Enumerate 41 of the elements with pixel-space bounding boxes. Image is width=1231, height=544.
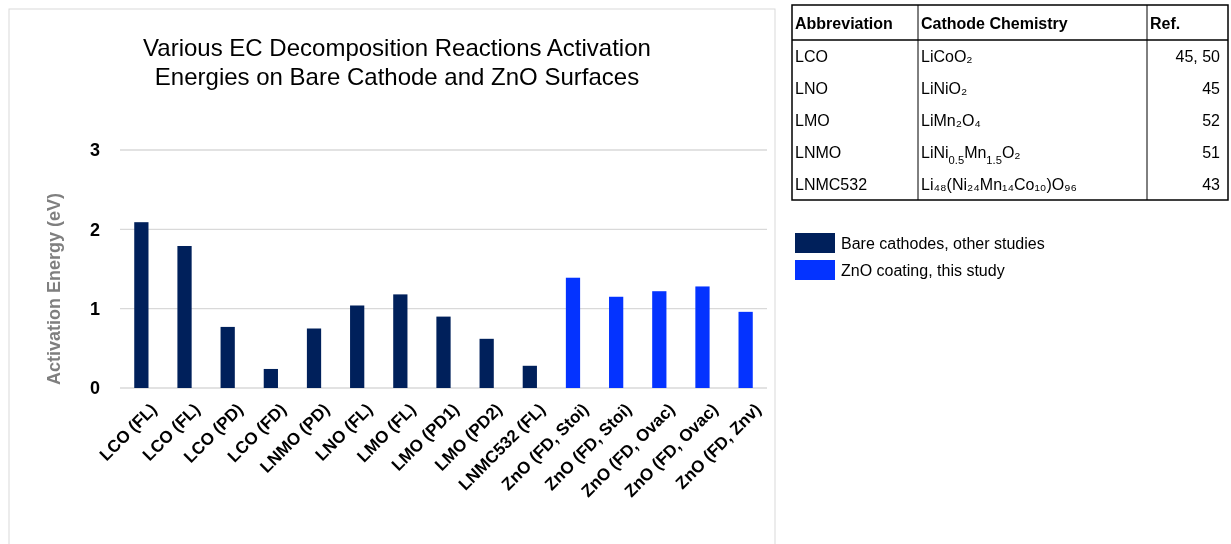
text: LNO xyxy=(795,79,828,97)
bar xyxy=(134,222,149,388)
legend-label: Bare cathodes, other studies xyxy=(841,235,1045,253)
bar xyxy=(522,365,537,388)
text: LiCoO₂ xyxy=(921,47,973,65)
text: 45, 50 xyxy=(1175,47,1221,65)
bar xyxy=(652,291,667,388)
category-label: Abbreviation xyxy=(795,15,893,33)
category-label: Ref. xyxy=(1150,15,1181,33)
text: 45 xyxy=(1202,79,1221,97)
bar xyxy=(393,294,408,388)
y-tick-label: 2 xyxy=(89,219,100,240)
bar xyxy=(609,296,624,388)
bar xyxy=(738,311,753,388)
text: LCO xyxy=(795,47,828,65)
bar xyxy=(695,286,710,388)
chart-title: Various EC Decomposition Reactions Activation Energies on Bare Cathode and ZnO Surfaces xyxy=(143,34,651,90)
text: LiNi$_{0.5}$Mn$_{1.5}$O₂ xyxy=(921,143,1021,166)
bar xyxy=(220,326,235,388)
bar xyxy=(306,328,322,388)
y-axis-title: Activation Energy (eV) xyxy=(44,192,64,386)
bar xyxy=(350,305,365,388)
bar xyxy=(436,316,451,388)
bar xyxy=(177,245,192,388)
bar xyxy=(479,338,494,388)
text: 51 xyxy=(1202,143,1221,161)
category-label: Cathode Chemistry xyxy=(921,15,1068,33)
y-tick-label: 1 xyxy=(89,298,100,319)
y-tick-label: 3 xyxy=(89,140,100,161)
text: Li₄₈(Ni₂₄Mn₁₄Co₁₀)O₉₆ xyxy=(921,175,1078,193)
text: LNMO xyxy=(795,143,842,161)
text: LiNiO₂ xyxy=(921,79,968,97)
text: 52 xyxy=(1202,111,1221,129)
text: 43 xyxy=(1202,175,1221,193)
y-tick-label: 0 xyxy=(89,378,100,399)
bar xyxy=(565,277,581,388)
text: LMO xyxy=(795,111,830,129)
text: LiMn₂O₄ xyxy=(921,111,981,129)
text: LNMC532 xyxy=(795,175,868,193)
bar xyxy=(263,368,278,388)
legend-label: ZnO coating, this study xyxy=(841,262,1005,280)
